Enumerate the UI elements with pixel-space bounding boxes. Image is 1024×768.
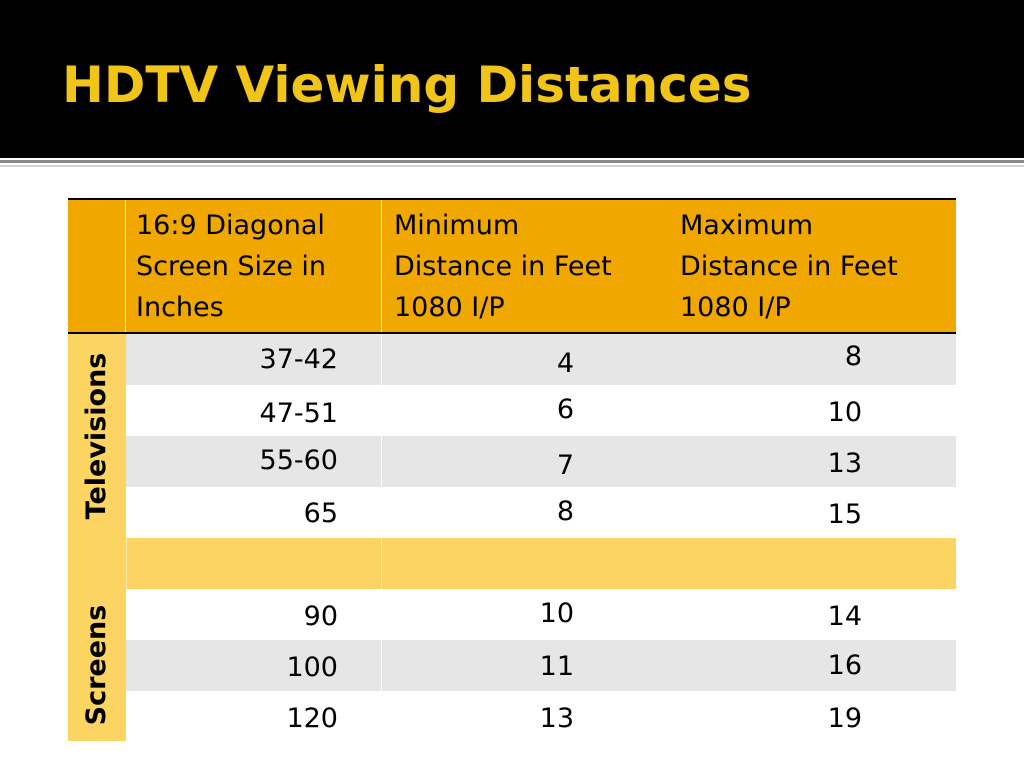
min-cell: 11 — [539, 651, 574, 682]
min-cell: 10 — [539, 598, 574, 629]
size-cell: 90 — [303, 601, 338, 632]
min-cell: 6 — [556, 394, 574, 425]
title-bar: HDTV Viewing Distances — [0, 0, 1024, 158]
viewing-distance-table: 16:9 Diagonal Screen Size in Inches Mini… — [68, 198, 956, 741]
header-size-label: 16:9 Diagonal Screen Size in Inches — [136, 210, 327, 323]
header-corner-cell — [68, 200, 126, 332]
divider-line-light — [0, 165, 1024, 167]
table-row: 100 11 16 — [126, 640, 956, 691]
table-row: 55-60 7 13 — [126, 436, 956, 487]
size-cell: 37-42 — [259, 344, 338, 375]
max-cell: 14 — [827, 601, 862, 632]
table-row: 90 10 14 — [126, 589, 956, 640]
size-cell: 65 — [303, 498, 338, 529]
size-cell: 55-60 — [259, 445, 338, 476]
header-underline — [68, 332, 956, 334]
max-cell: 13 — [827, 448, 862, 479]
table-row: 120 13 19 — [126, 691, 956, 741]
screens-side-cell: Screens — [68, 589, 126, 741]
televisions-side-cell: Televisions — [68, 334, 126, 538]
size-cell: 120 — [286, 703, 338, 734]
max-cell: 19 — [827, 703, 862, 734]
screens-group-label: Screens — [81, 604, 112, 726]
table-row: 47-51 6 10 — [126, 385, 956, 436]
table-row: 65 8 15 — [126, 487, 956, 538]
header-distance-cell: Minimum Distance in Feet 1080 I/P Maximu… — [382, 200, 956, 332]
size-cell: 100 — [286, 652, 338, 683]
group-separator-row — [68, 538, 956, 589]
min-cell: 13 — [539, 703, 574, 734]
divider-line — [0, 160, 1024, 163]
header-min-label: Minimum Distance in Feet 1080 I/P — [394, 210, 612, 323]
max-cell: 8 — [844, 341, 862, 372]
min-cell: 7 — [556, 450, 574, 481]
size-cell: 47-51 — [259, 398, 338, 429]
header-size-cell: 16:9 Diagonal Screen Size in Inches — [126, 200, 382, 332]
televisions-group-label: Televisions — [81, 352, 112, 520]
slide-title: HDTV Viewing Distances — [62, 56, 752, 114]
min-cell: 8 — [556, 496, 574, 527]
max-cell: 16 — [827, 650, 862, 681]
max-cell: 15 — [827, 499, 862, 530]
header-max-label: Maximum Distance in Feet 1080 I/P — [680, 210, 898, 323]
max-cell: 10 — [827, 397, 862, 428]
table-row: 37-42 4 8 — [126, 334, 956, 385]
min-cell: 4 — [556, 348, 574, 379]
